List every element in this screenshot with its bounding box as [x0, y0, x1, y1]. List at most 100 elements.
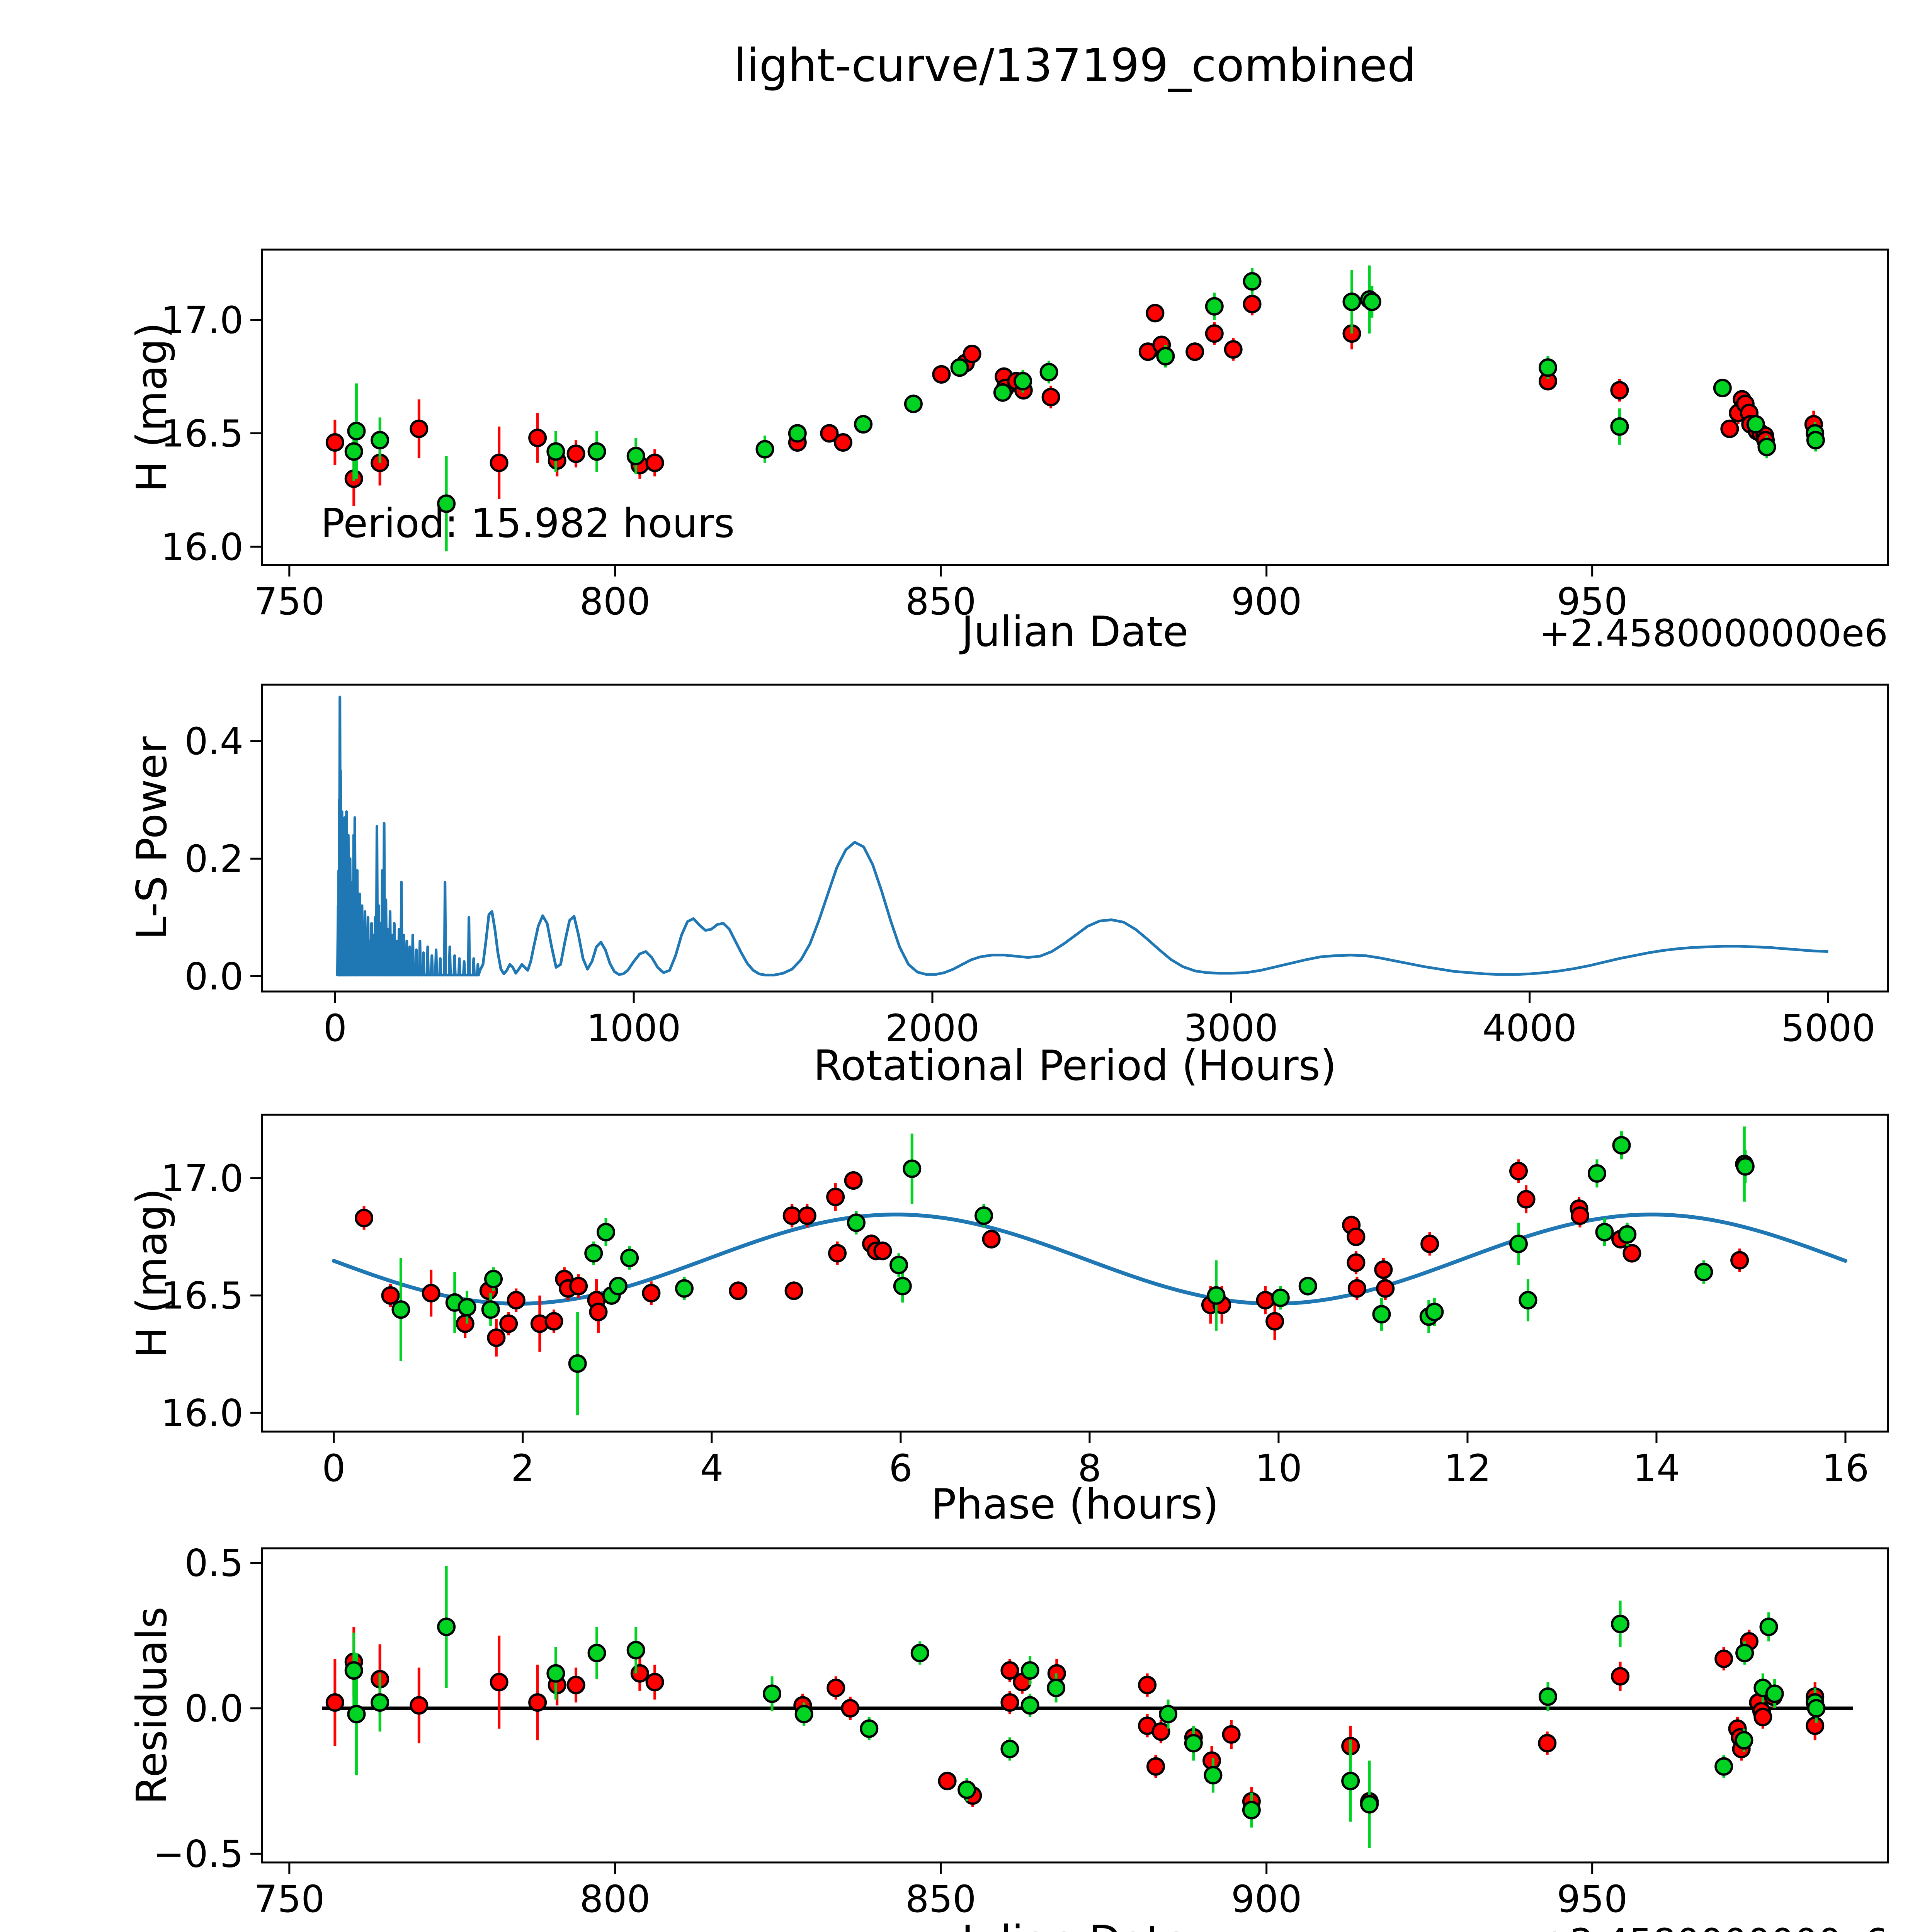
data-point-green — [626, 447, 645, 466]
data-point-red — [833, 433, 852, 452]
data-point-green — [1765, 1684, 1784, 1703]
data-point-green — [1806, 431, 1825, 450]
data-point-green — [1243, 272, 1262, 291]
x-tick-label: 750 — [254, 1878, 325, 1921]
data-point-red — [1570, 1206, 1589, 1225]
data-point-green — [1714, 1757, 1733, 1776]
data-point-green — [794, 1705, 813, 1724]
axes-frame — [261, 1114, 1889, 1433]
data-point-red — [566, 444, 585, 463]
data-point-red — [1256, 1291, 1275, 1310]
data-point-green — [854, 415, 873, 434]
x-tick-label: 2000 — [885, 1007, 980, 1050]
period-annotation: Period: 15.982 hours — [321, 500, 735, 547]
x-tick-label: 12 — [1444, 1447, 1491, 1490]
data-point-red — [1714, 1650, 1733, 1668]
x-tick-label: 8 — [1078, 1447, 1101, 1490]
x-tick-label: 900 — [1231, 1878, 1302, 1921]
data-point-green — [1341, 1772, 1360, 1791]
data-point-red — [1538, 1734, 1557, 1753]
plot3-y-axis-label: H (mag) — [128, 1188, 176, 1358]
data-point-green — [1159, 1705, 1178, 1724]
x-tick-label: 850 — [905, 1878, 976, 1921]
data-point-red — [1347, 1227, 1366, 1246]
data-point-green — [584, 1244, 603, 1263]
data-point-green — [1362, 293, 1381, 311]
data-point-red — [645, 1673, 664, 1692]
x-tick-label: 4000 — [1482, 1007, 1577, 1050]
data-point-green — [587, 442, 606, 461]
data-point-red — [410, 419, 429, 438]
data-point-red — [1347, 1279, 1366, 1298]
data-point-red — [642, 1284, 661, 1303]
data-point-green — [344, 442, 363, 461]
y-tick-label: 17.0 — [161, 299, 243, 342]
data-point-red — [1138, 1675, 1157, 1694]
axes-frame — [261, 1547, 1889, 1864]
fit-line — [332, 1213, 1847, 1306]
x-tick-label: 950 — [1557, 580, 1628, 623]
data-point-green — [975, 1206, 993, 1225]
data-point-red — [1224, 340, 1243, 359]
data-point-green — [1746, 415, 1765, 434]
data-point-green — [1000, 1740, 1019, 1759]
data-point-red — [798, 1206, 816, 1225]
data-point-red — [381, 1286, 400, 1305]
data-point-green — [457, 1298, 476, 1317]
y-tick-label: 16.0 — [161, 1391, 243, 1435]
data-point-red — [982, 1230, 1001, 1248]
x-tick-label: 850 — [905, 580, 976, 623]
data-point-green — [437, 494, 456, 513]
data-point-green — [1425, 1303, 1444, 1321]
y-tick-label: 17.0 — [161, 1157, 243, 1200]
data-point-red — [1610, 381, 1629, 400]
data-point-green — [626, 1641, 645, 1660]
data-point-green — [1736, 1157, 1755, 1176]
data-point-green — [587, 1644, 606, 1662]
data-point-green — [893, 1277, 912, 1296]
x-tick-label: 10 — [1255, 1447, 1302, 1490]
data-point-red — [1146, 1757, 1165, 1776]
data-point-red — [1243, 294, 1262, 313]
data-point-green — [1205, 297, 1224, 316]
data-point-red — [1041, 388, 1060, 406]
data-point-green — [1207, 1286, 1226, 1305]
data-point-green — [1204, 1766, 1223, 1785]
data-point-green — [788, 424, 807, 443]
data-point-red — [1151, 1722, 1170, 1741]
data-point-green — [904, 395, 923, 413]
data-point-red — [528, 429, 547, 447]
data-point-red — [325, 433, 344, 452]
data-point-green — [1298, 1277, 1317, 1296]
data-point-red — [544, 1312, 563, 1331]
x-tick-label: 800 — [580, 1878, 650, 1921]
data-point-green — [1735, 1644, 1754, 1662]
data-point-red — [963, 345, 981, 364]
x-tick-label: 3000 — [1184, 1007, 1278, 1050]
data-point-green — [546, 442, 565, 461]
data-point-green — [1184, 1734, 1203, 1753]
data-point-red — [844, 1171, 863, 1190]
data-point-red — [1720, 419, 1739, 438]
data-point-red — [1517, 1190, 1536, 1209]
data-point-red — [1146, 304, 1165, 323]
data-point-green — [1612, 1136, 1631, 1155]
data-point-green — [391, 1300, 410, 1319]
data-point-red — [1753, 1708, 1772, 1726]
data-point-red — [1347, 1253, 1366, 1272]
x-tick-label: 950 — [1557, 1878, 1628, 1921]
data-point-green — [620, 1248, 639, 1267]
plot4-x-axis-label: Julian Date — [959, 1917, 1188, 1932]
data-point-green — [1020, 1661, 1039, 1680]
data-point-green — [910, 1644, 929, 1662]
data-point-red — [490, 1673, 509, 1692]
data-point-green — [597, 1223, 616, 1242]
data-point-green — [993, 383, 1012, 402]
data-point-red — [1611, 1667, 1630, 1686]
data-point-green — [1509, 1235, 1528, 1253]
data-point-red — [1730, 1251, 1749, 1270]
data-point-red — [456, 1314, 474, 1333]
plot1-x-axis-label: Julian Date — [959, 608, 1188, 656]
data-point-red — [826, 1187, 845, 1206]
axes-frame — [261, 248, 1889, 566]
